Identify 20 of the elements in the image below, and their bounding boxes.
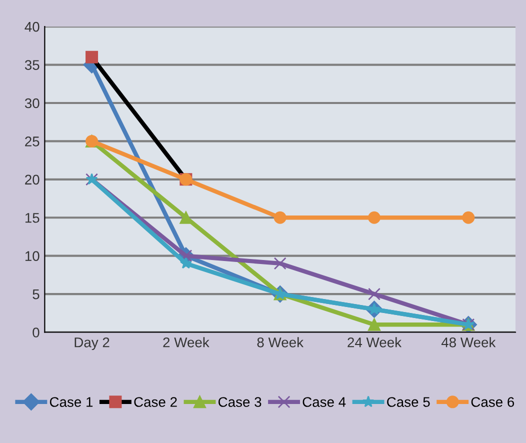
x-tick-label: 48 Week [441, 337, 496, 348]
legend-label: Case 2 [134, 397, 177, 407]
legend-label: Case 3 [218, 397, 262, 407]
y-tick-label: 5 [32, 290, 40, 300]
x-tick-label: Day 2 [74, 337, 110, 350]
y-tick-label: 40 [24, 22, 40, 32]
y-tick-label: 30 [24, 98, 40, 108]
y-tick-label: 35 [24, 60, 40, 70]
legend-label: Case 1 [50, 397, 93, 407]
y-tick-label: 0 [32, 328, 40, 338]
y-tick-label: 25 [25, 136, 40, 146]
legend-label: Case 6 [471, 397, 514, 407]
y-tick-label: 10 [25, 251, 40, 261]
x-tick-label: 8 Week [257, 337, 304, 348]
x-tick-label: 24 Week [348, 337, 402, 348]
legend-label: Case 5 [387, 397, 430, 407]
y-tick-label: 15 [25, 213, 40, 223]
x-tick-label: 2 Week [163, 337, 210, 348]
y-tick-label: 20 [25, 174, 40, 185]
legend-label: Case 4 [302, 397, 346, 407]
